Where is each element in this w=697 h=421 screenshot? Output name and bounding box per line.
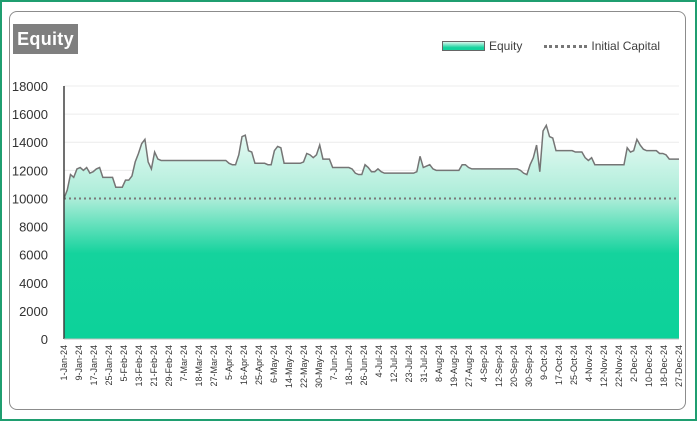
- x-tick-label: 22-May-24: [299, 345, 309, 388]
- x-tick-label: 7-Jun-24: [329, 345, 339, 381]
- x-tick-label: 2-Dec-24: [629, 345, 639, 382]
- x-tick-label: 9-Jan-24: [74, 345, 84, 381]
- x-tick-label: 30-Sep-24: [524, 345, 534, 387]
- chart-title: Equity: [13, 24, 78, 54]
- x-tick-label: 7-Mar-24: [179, 345, 189, 382]
- y-tick-label: 4000: [19, 276, 48, 291]
- y-tick-label: 12000: [12, 163, 48, 178]
- y-tick-label: 0: [41, 332, 48, 347]
- x-tick-label: 30-May-24: [314, 345, 324, 388]
- x-tick-label: 31-Jul-24: [419, 345, 429, 383]
- x-tick-label: 5-Apr-24: [224, 345, 234, 380]
- x-tick-label: 14-May-24: [284, 345, 294, 388]
- y-tick-label: 2000: [19, 304, 48, 319]
- x-tick-label: 8-Aug-24: [434, 345, 444, 382]
- x-tick-label: 27-Mar-24: [209, 345, 219, 387]
- x-tick-label: 13-Feb-24: [134, 345, 144, 387]
- y-tick-label: 16000: [12, 107, 48, 122]
- x-tick-label: 18-Jun-24: [344, 345, 354, 386]
- x-tick-label: 4-Nov-24: [584, 345, 594, 382]
- legend-label-initial: Initial Capital: [591, 39, 661, 53]
- x-tick-label: 17-Oct-24: [554, 345, 564, 385]
- x-tick-label: 1-Jan-24: [59, 345, 69, 381]
- x-tick-label: 20-Sep-24: [509, 345, 519, 387]
- y-tick-label: 18000: [12, 79, 48, 94]
- x-tick-label: 6-May-24: [269, 345, 279, 383]
- x-tick-label: 21-Feb-24: [149, 345, 159, 387]
- x-tick-label: 25-Jan-24: [104, 345, 114, 386]
- x-tick-label: 12-Nov-24: [599, 345, 609, 387]
- legend-label-equity: Equity: [489, 39, 523, 53]
- x-tick-label: 25-Apr-24: [254, 345, 264, 385]
- x-tick-label: 23-Jul-24: [404, 345, 414, 383]
- legend-swatch-equity: [442, 41, 485, 51]
- x-tick-label: 26-Jun-24: [359, 345, 369, 386]
- x-tick-label: 4-Jul-24: [374, 345, 384, 378]
- x-tick-label: 17-Jan-24: [89, 345, 99, 386]
- x-tick-label: 22-Nov-24: [614, 345, 624, 387]
- equity-line: [63, 123, 679, 199]
- x-tick-label: 25-Oct-24: [569, 345, 579, 385]
- y-tick-label: 14000: [12, 135, 48, 150]
- x-tick-label: 18-Dec-24: [659, 345, 669, 387]
- x-tick-label: 4-Sep-24: [479, 345, 489, 382]
- x-tick-label: 10-Dec-24: [644, 345, 654, 387]
- x-tick-label: 29-Feb-24: [164, 345, 174, 387]
- x-tick-label: 5-Feb-24: [119, 345, 129, 382]
- y-tick-label: 8000: [19, 220, 48, 235]
- x-tick-label: 27-Aug-24: [464, 345, 474, 387]
- legend-item-initial: Initial Capital: [544, 39, 660, 53]
- y-tick-label: 6000: [19, 248, 48, 263]
- x-tick-label: 12-Sep-24: [494, 345, 504, 387]
- x-tick-label: 19-Aug-24: [449, 345, 459, 387]
- x-tick-label: 27-Dec-24: [674, 345, 684, 387]
- y-tick-label: 10000: [12, 191, 48, 206]
- chart-legend: Equity Initial Capital: [442, 37, 682, 55]
- x-tick-label: 9-Oct-24: [539, 345, 549, 380]
- x-tick-label: 16-Apr-24: [239, 345, 249, 385]
- legend-swatch-initial: [544, 44, 588, 48]
- equity-area: [64, 125, 679, 339]
- x-tick-label: 12-Jul-24: [389, 345, 399, 383]
- legend-item-equity: Equity: [442, 39, 522, 53]
- x-tick-label: 18-Mar-24: [194, 345, 204, 387]
